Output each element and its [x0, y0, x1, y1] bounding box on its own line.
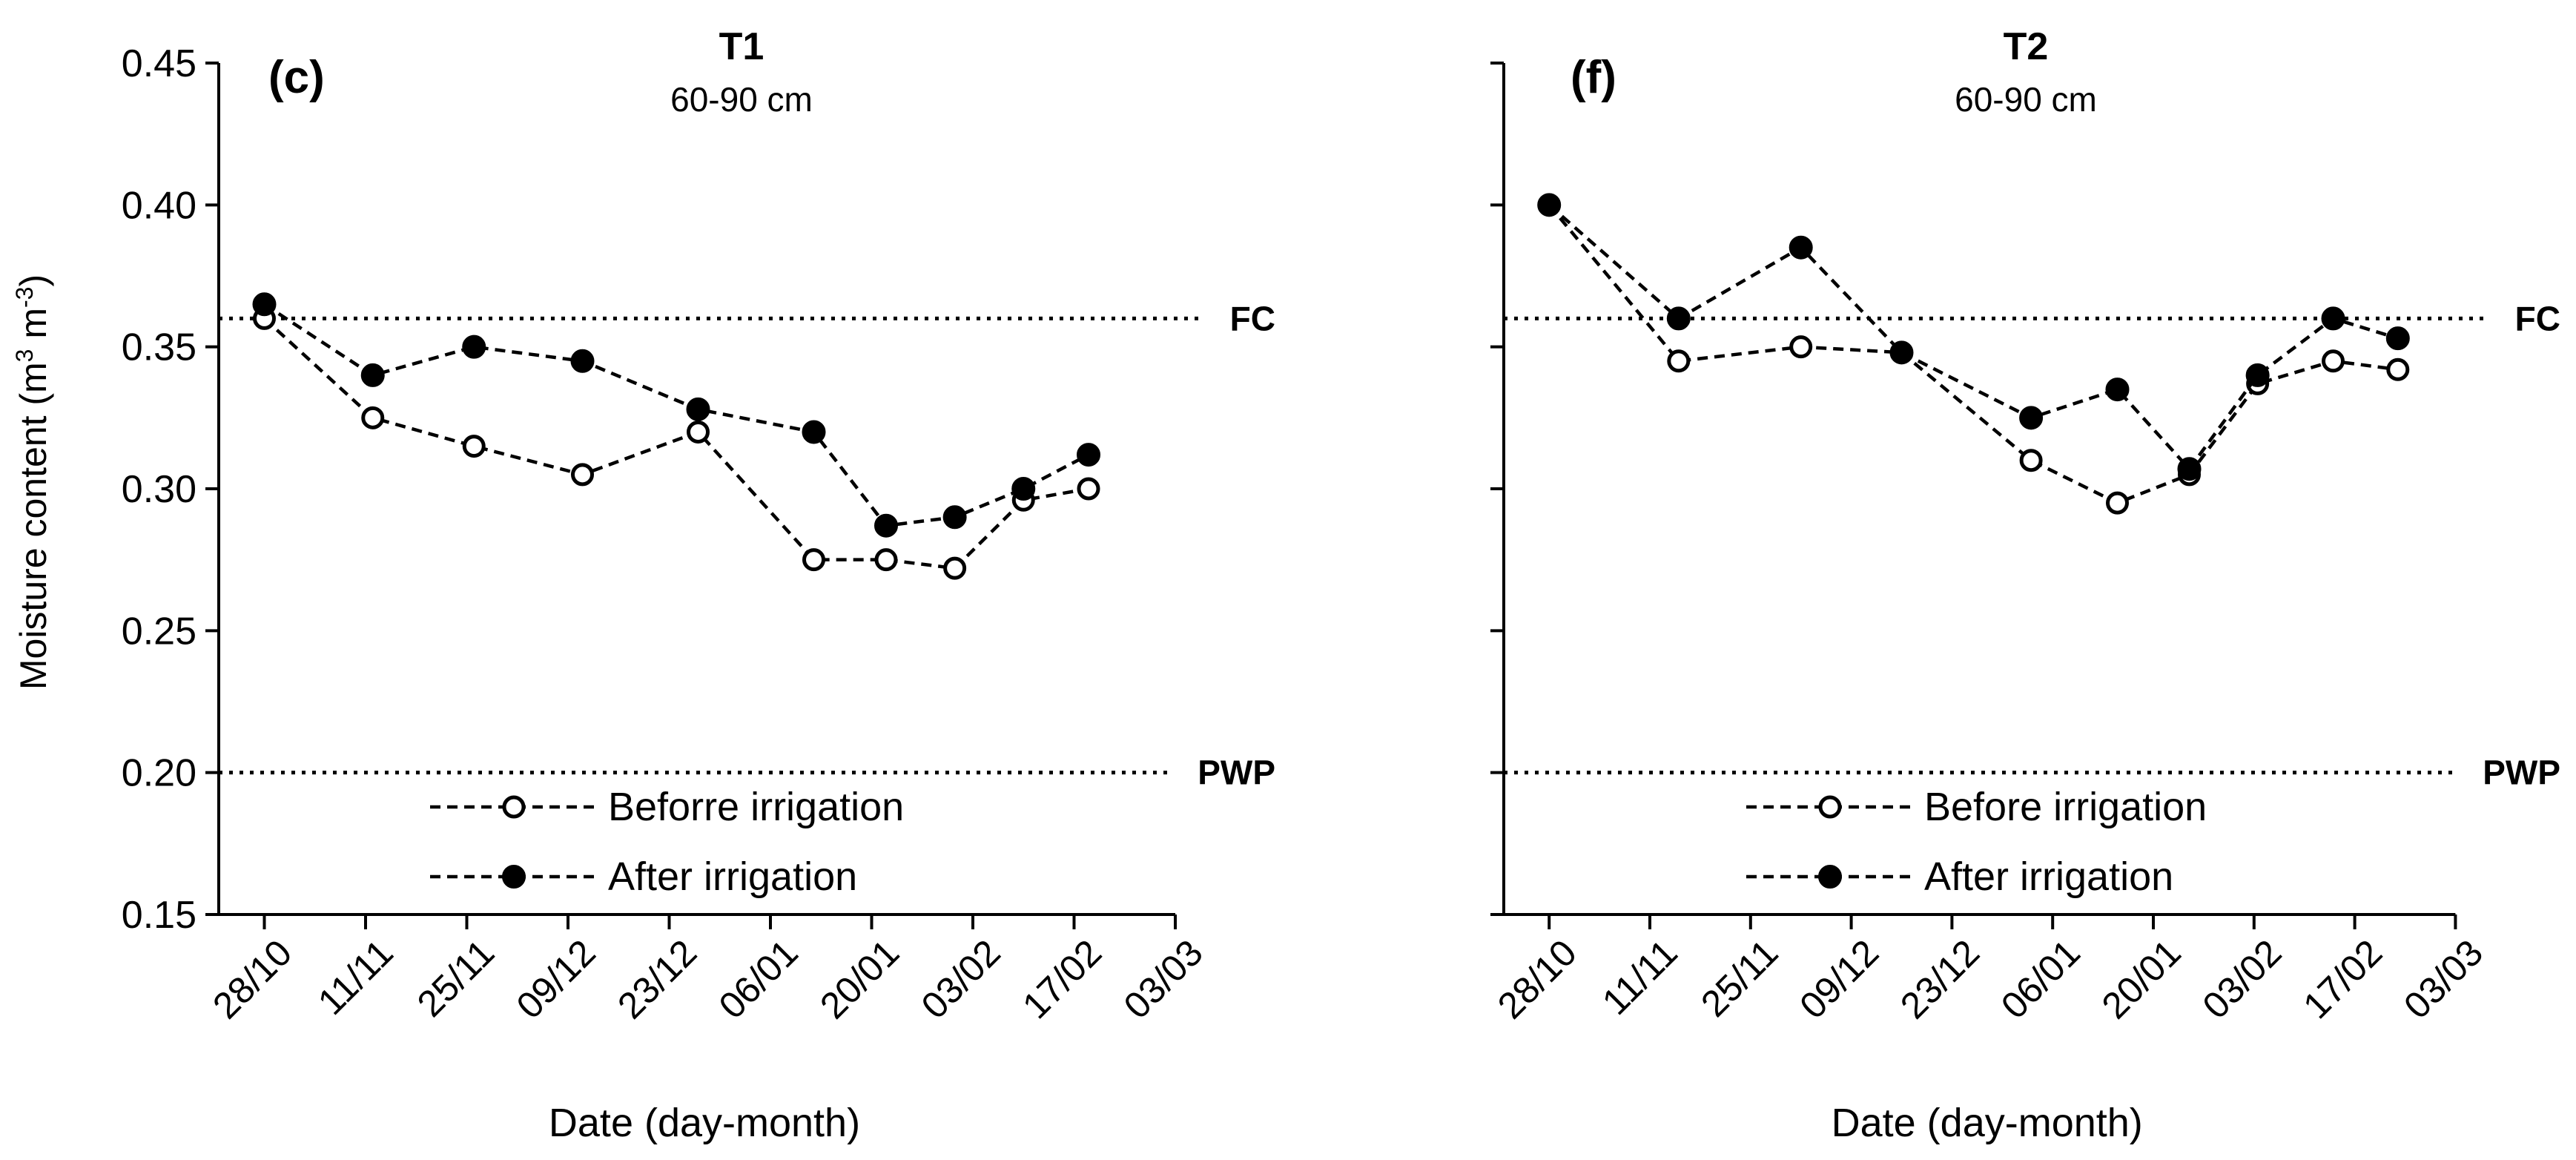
legend-label: After irrigation: [608, 854, 857, 899]
legend-marker: [502, 865, 526, 889]
y-tick-label: 0.20: [122, 752, 196, 795]
open-marker: [2322, 349, 2345, 373]
filled-marker: [1789, 235, 1813, 260]
x-tick-label: 20/01: [812, 932, 907, 1026]
y-axis-title: Moisture content (m3 m-3): [11, 274, 54, 690]
x-tick-label: 03/03: [1116, 932, 1211, 1026]
x-tick-label: 03/02: [2195, 932, 2290, 1026]
open-marker: [2019, 449, 2043, 472]
legend-label: Beforre irrigation: [608, 785, 904, 829]
series-line: [262, 317, 1089, 570]
filled-marker: [686, 397, 710, 421]
x-tick-label: 17/02: [2295, 932, 2390, 1026]
x-tick-label: 11/11: [310, 932, 401, 1023]
filled-marker: [1011, 477, 1036, 501]
filled-marker: [360, 363, 385, 387]
legend-label: Before irrigation: [1924, 785, 2207, 829]
filled-marker: [252, 292, 277, 317]
x-tick-label: 06/01: [1993, 932, 2088, 1026]
filled-marker: [1666, 306, 1691, 331]
x-tick-label: 23/12: [1892, 932, 1987, 1026]
x-tick-label: 06/01: [711, 932, 806, 1026]
open-marker: [462, 435, 486, 458]
y-tick-label: 0.15: [122, 894, 196, 937]
x-axis-title: Date (day-month): [1832, 1101, 2143, 1145]
panel-c: 0.15 0.20 0.25 0.30 0.35 0.40 0.45 28/10 11/11 25…: [122, 25, 1275, 1145]
open-marker: [687, 420, 710, 444]
panel-title: T2: [2004, 25, 2049, 68]
panel-subtitle: 60-90 cm: [1955, 80, 2097, 119]
open-marker: [1789, 335, 1813, 359]
legend-marker: [1818, 865, 1842, 889]
open-marker: [802, 548, 825, 572]
open-marker: [1077, 477, 1100, 501]
open-marker: [571, 463, 594, 487]
x-tick-label: 11/11: [1594, 932, 1685, 1023]
x-tick-label: 23/12: [610, 932, 704, 1026]
x-tick-label: 25/11: [409, 932, 502, 1024]
filled-marker: [802, 420, 826, 444]
y-tick-label: 0.45: [122, 42, 196, 85]
ref-label-pwp: PWP: [1198, 754, 1275, 792]
x-tick-label: 28/10: [1490, 932, 1585, 1026]
x-axis-title: Date (day-month): [549, 1101, 860, 1145]
ref-label-fc: FC: [2515, 299, 2560, 337]
filled-marker: [2105, 378, 2130, 402]
legend-marker: [1818, 795, 1842, 819]
legend-marker: [502, 795, 526, 819]
open-marker: [874, 548, 898, 572]
filled-marker: [462, 335, 486, 359]
filled-marker: [1537, 193, 1562, 217]
x-tick-label: 09/12: [1791, 932, 1886, 1026]
y-tick-label: 0.25: [122, 610, 196, 653]
filled-marker: [2019, 406, 2044, 430]
x-tick-label: 03/03: [2396, 932, 2491, 1026]
panel-f: 28/10 11/11 25/11 09/12 23/12 06/01 20/01 03/02…: [1490, 25, 2560, 1145]
filled-marker: [570, 349, 595, 373]
x-tick-label: 17/02: [1014, 932, 1109, 1026]
open-marker: [2386, 357, 2410, 381]
filled-marker: [2321, 306, 2345, 331]
panel-label: (f): [1571, 52, 1616, 103]
open-marker: [1667, 349, 1691, 373]
filled-marker: [1077, 443, 1100, 467]
x-tick-label: 03/02: [914, 932, 1008, 1026]
ref-label-fc: FC: [1230, 299, 1275, 337]
series-line: [263, 303, 1090, 528]
filled-marker: [2177, 457, 2202, 481]
ref-label-pwp: PWP: [2483, 754, 2560, 792]
open-marker: [943, 556, 967, 580]
panel-subtitle: 60-90 cm: [670, 80, 813, 119]
filled-marker: [2385, 326, 2410, 351]
series-line: [1548, 203, 2399, 505]
panel-title: T1: [719, 25, 764, 68]
y-tick-label: 0.40: [122, 184, 196, 227]
legend-label: After irrigation: [1924, 854, 2173, 899]
open-marker: [361, 406, 385, 429]
x-tick-label: 20/01: [2094, 932, 2189, 1026]
y-tick-label: 0.35: [122, 326, 196, 369]
y-tick-label: 0.30: [122, 468, 196, 511]
open-marker: [2106, 491, 2129, 515]
x-tick-label: 25/11: [1693, 932, 1786, 1024]
filled-marker: [874, 513, 898, 538]
x-tick-label: 09/12: [509, 932, 604, 1026]
filled-marker: [942, 505, 967, 530]
filled-marker: [1889, 340, 1914, 365]
x-tick-label: 28/10: [205, 932, 300, 1026]
series-line: [1548, 203, 2399, 472]
filled-marker: [2245, 363, 2270, 387]
panel-label: (c): [268, 52, 325, 103]
